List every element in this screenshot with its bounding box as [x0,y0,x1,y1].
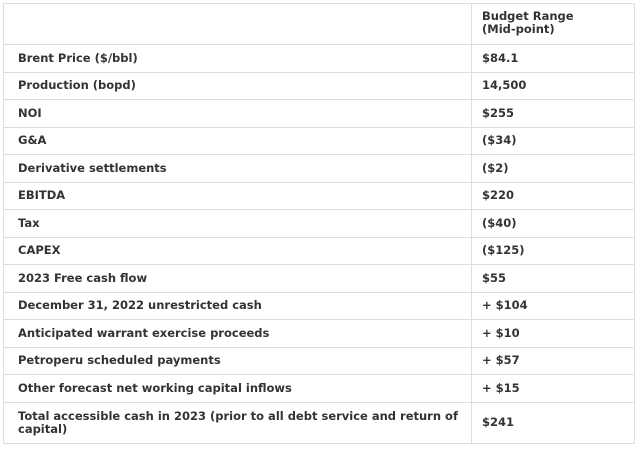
row-value: $84.1 [471,44,635,73]
row-label: Total accessible cash in 2023 (prior to … [3,401,472,444]
header-blank [3,3,472,45]
table-row: Production (bopd) 14,500 [3,71,635,100]
budget-table: Budget Range (Mid-point) Brent Price ($/… [3,3,635,444]
row-value: $255 [471,99,635,128]
row-value: $241 [471,401,635,444]
table-row: Total accessible cash in 2023 (prior to … [3,401,635,444]
table-row: Other forecast net working capital inflo… [3,374,635,403]
row-label: 2023 Free cash flow [3,264,472,293]
row-label: Tax [3,209,472,238]
table-row: CAPEX ($125) [3,236,635,265]
row-label: NOI [3,99,472,128]
table-row: EBITDA $220 [3,181,635,210]
header-row: Budget Range (Mid-point) [3,3,635,45]
row-value: ($34) [471,126,635,155]
row-label: G&A [3,126,472,155]
row-value: $55 [471,264,635,293]
row-label: Production (bopd) [3,71,472,100]
row-label: Anticipated warrant exercise proceeds [3,319,472,348]
row-label: Petroperu scheduled payments [3,346,472,375]
row-value: $220 [471,181,635,210]
row-value: + $10 [471,319,635,348]
row-label: Other forecast net working capital inflo… [3,374,472,403]
table-row: 2023 Free cash flow $55 [3,264,635,293]
header-cell: Budget Range (Mid-point) [471,3,635,45]
row-value: + $15 [471,374,635,403]
table-row: Anticipated warrant exercise proceeds + $… [3,319,635,348]
row-label: Brent Price ($/bbl) [3,44,472,73]
row-label: CAPEX [3,236,472,265]
row-value: ($2) [471,154,635,183]
table-row: December 31, 2022 unrestricted cash + $10… [3,291,635,320]
row-value: ($125) [471,236,635,265]
row-label: Derivative settlements [3,154,472,183]
table-row: Tax ($40) [3,209,635,238]
table-body: Budget Range (Mid-point) Brent Price ($/… [3,3,635,444]
table-row: Derivative settlements ($2) [3,154,635,183]
table-row: Petroperu scheduled payments + $57 [3,346,635,375]
row-label: December 31, 2022 unrestricted cash [3,291,472,320]
row-value: + $104 [471,291,635,320]
row-label: EBITDA [3,181,472,210]
row-value: + $57 [471,346,635,375]
row-value: 14,500 [471,71,635,100]
table-row: Brent Price ($/bbl) $84.1 [3,44,635,73]
table-row: G&A ($34) [3,126,635,155]
table-row: NOI $255 [3,99,635,128]
row-value: ($40) [471,209,635,238]
